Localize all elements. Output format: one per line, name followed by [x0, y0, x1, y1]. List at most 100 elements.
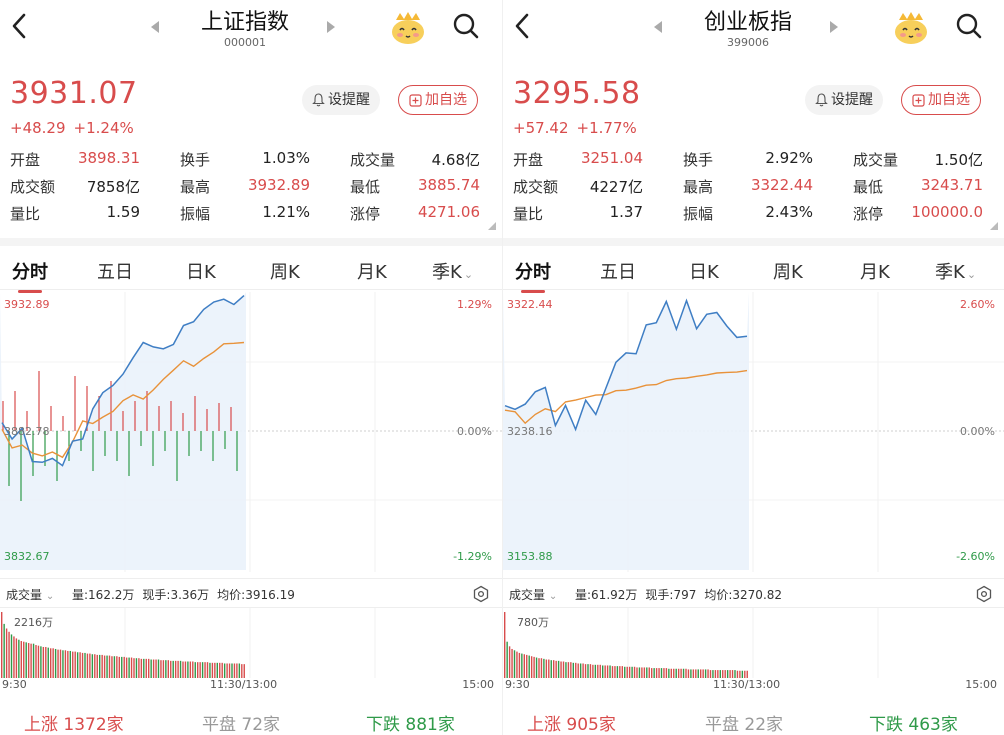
stat-value: 1.37 — [609, 203, 643, 221]
search-icon[interactable] — [955, 12, 983, 40]
volume-amount: 量:61.92万 — [575, 588, 638, 602]
volume-bar — [685, 668, 687, 678]
tab-label: 日K — [186, 262, 216, 283]
volume-bar — [5, 628, 8, 678]
volume-bar — [182, 661, 184, 678]
unchanged[interactable]: 平盘 22家 — [705, 710, 783, 735]
tab-label: 季K — [432, 262, 462, 283]
volume-bar — [201, 662, 204, 678]
stat-value: 3898.31 — [77, 149, 140, 167]
intraday-chart[interactable]: 3932.89 3882.78 3832.67 1.29% 0.00% -1.2… — [0, 292, 502, 572]
tab-0[interactable]: 分时 — [515, 258, 551, 293]
volume-bar — [570, 662, 572, 678]
tab-4[interactable]: 月K — [860, 258, 890, 284]
tab-1[interactable]: 五日 — [600, 258, 636, 284]
tab-5[interactable]: 季K ⌄ — [432, 258, 473, 284]
volume-bar — [628, 666, 631, 678]
volume-bar — [616, 666, 619, 678]
volume-chart[interactable]: 2216万 — [0, 608, 502, 678]
volume-bar — [13, 636, 15, 678]
index-panel: 上证指数 000001 3931.07 +48.29 +1.24% 设提醒 — [0, 0, 502, 735]
volume-bar — [162, 660, 165, 678]
volume-bar — [741, 670, 744, 678]
volume-bar — [243, 664, 245, 678]
volume-chart[interactable]: 780万 — [503, 608, 1004, 678]
tab-3[interactable]: 周K — [773, 258, 803, 284]
unchanged-count: 72家 — [241, 715, 281, 735]
advancers[interactable]: 上涨 1372家 — [24, 710, 124, 735]
tab-5[interactable]: 季K ⌄ — [935, 258, 976, 284]
back-icon[interactable] — [511, 12, 535, 40]
volume-bar — [194, 662, 196, 678]
volume-bar — [739, 670, 741, 678]
settings-hex-icon[interactable] — [472, 585, 490, 603]
volume-bar — [663, 668, 665, 678]
add-watchlist-button[interactable]: 加自选 — [901, 85, 981, 115]
volume-bar — [611, 666, 614, 678]
volume-bar — [704, 669, 707, 678]
mascot-icon[interactable] — [388, 10, 428, 46]
volume-bar — [10, 634, 13, 678]
axis-zero-pct: 0.00% — [457, 425, 492, 438]
volume-bar — [170, 660, 172, 678]
tab-4[interactable]: 月K — [357, 258, 387, 284]
tab-2[interactable]: 日K — [186, 258, 216, 284]
change-percent: +1.77% — [576, 119, 637, 137]
volume-bar — [206, 662, 209, 678]
tab-3[interactable]: 周K — [270, 258, 300, 284]
decliners[interactable]: 下跌 881家 — [366, 710, 455, 735]
volume-bar — [135, 658, 138, 678]
tab-0[interactable]: 分时 — [12, 258, 48, 293]
volume-bar — [1, 612, 3, 678]
back-icon[interactable] — [8, 12, 32, 40]
volume-bar — [518, 652, 521, 678]
volume-bar — [582, 663, 584, 678]
price-line — [504, 298, 748, 432]
header: 上证指数 000001 — [0, 0, 502, 62]
search-icon[interactable] — [452, 12, 480, 40]
prev-arrow-icon[interactable] — [150, 20, 160, 34]
set-alert-button[interactable]: 设提醒 — [302, 85, 380, 115]
decliners-count: 463家 — [908, 715, 958, 735]
volume-bar — [111, 656, 113, 678]
volume-bar — [504, 612, 506, 678]
settings-hex-icon[interactable] — [975, 585, 993, 603]
advancers[interactable]: 上涨 905家 — [527, 710, 616, 735]
volume-bar — [602, 665, 604, 678]
volume-bar — [130, 657, 133, 678]
expand-corner-icon[interactable] — [488, 222, 496, 230]
tab-label: 五日 — [97, 262, 133, 283]
tab-2[interactable]: 日K — [689, 258, 719, 284]
volume-bar — [584, 664, 587, 678]
volume-bar — [103, 655, 106, 678]
set-alert-button[interactable]: 设提醒 — [805, 85, 883, 115]
unchanged[interactable]: 平盘 72家 — [202, 710, 280, 735]
stats-row: 开盘 3898.31 换手 1.03% 成交量 4.68亿 — [10, 146, 490, 173]
advancers-label: 上涨 — [24, 715, 58, 735]
expand-corner-icon[interactable] — [990, 222, 998, 230]
volume-bar — [575, 662, 577, 678]
chevron-down-icon: ⌄ — [548, 591, 558, 602]
next-arrow-icon[interactable] — [829, 20, 839, 34]
volume-bar — [597, 664, 599, 678]
intraday-chart[interactable]: 3322.44 3238.16 3153.88 2.60% 0.00% -2.6… — [503, 292, 1004, 572]
volume-chart-svg — [504, 608, 879, 678]
volume-bar — [30, 643, 32, 678]
stat-label: 最高 — [180, 178, 211, 196]
volume-bar — [646, 667, 648, 678]
volume-bar — [535, 657, 538, 678]
tab-label: 月K — [357, 262, 387, 283]
volume-bar — [526, 654, 528, 678]
tab-1[interactable]: 五日 — [97, 258, 133, 284]
stat-value: 4271.06 — [417, 203, 480, 221]
volume-bar — [736, 670, 739, 678]
indicator-selector[interactable]: 成交量 ⌄ — [509, 586, 557, 603]
add-watchlist-button[interactable]: 加自选 — [398, 85, 478, 115]
stat-label: 振幅 — [180, 205, 211, 223]
prev-arrow-icon[interactable] — [653, 20, 663, 34]
change-value: +57.42 — [513, 119, 569, 137]
indicator-selector[interactable]: 成交量 ⌄ — [6, 586, 54, 603]
next-arrow-icon[interactable] — [326, 20, 336, 34]
mascot-icon[interactable] — [891, 10, 931, 46]
decliners[interactable]: 下跌 463家 — [869, 710, 958, 735]
